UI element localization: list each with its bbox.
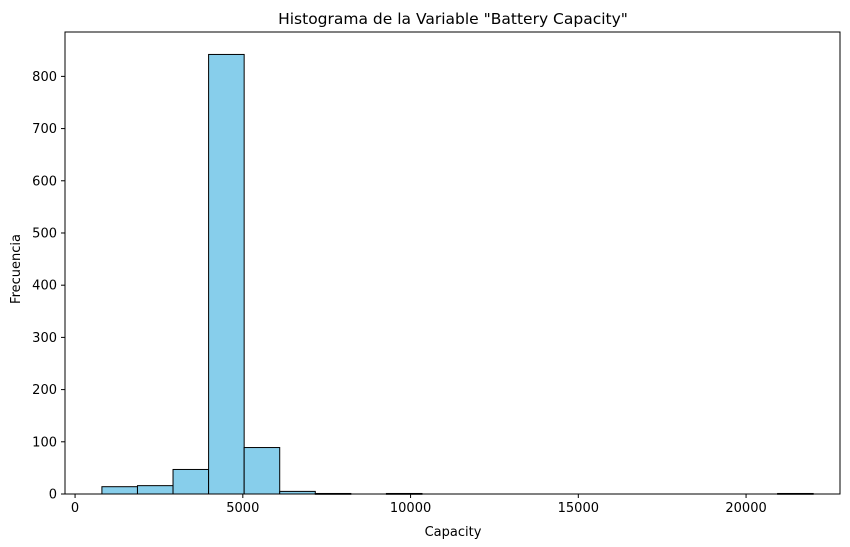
x-axis-ticks: 0 5000 10000 15000 20000	[71, 494, 767, 516]
histogram-bar	[208, 53, 245, 495]
x-tick-label: 20000	[725, 501, 766, 516]
y-axis-ticks: 0 100 200 300 400 500 600 700 800	[32, 70, 65, 503]
x-tick-label: 10000	[390, 501, 431, 516]
y-tick-label: 300	[32, 331, 57, 346]
y-tick-label: 600	[32, 174, 57, 189]
plot-frame	[64, 31, 841, 495]
y-tick-label: 100	[32, 435, 57, 450]
y-tick-label: 700	[32, 122, 57, 137]
histogram-bar	[172, 468, 210, 495]
chart-title: Histograma de la Variable "Battery Capac…	[278, 10, 628, 28]
y-tick-label: 0	[49, 488, 57, 503]
x-tick-label: 5000	[226, 501, 259, 516]
x-tick-label: 0	[71, 501, 79, 516]
histogram-bar	[136, 485, 174, 495]
histogram-bar	[101, 486, 138, 495]
x-tick-label: 15000	[558, 501, 599, 516]
y-tick-label: 800	[32, 70, 57, 85]
y-axis-label: Frecuencia	[9, 234, 24, 304]
y-tick-label: 200	[32, 383, 57, 398]
bars-group	[101, 53, 814, 495]
y-tick-label: 400	[32, 279, 57, 294]
histogram-bar	[243, 447, 281, 495]
x-axis-label: Capacity	[425, 525, 482, 540]
y-tick-label: 500	[32, 226, 57, 241]
